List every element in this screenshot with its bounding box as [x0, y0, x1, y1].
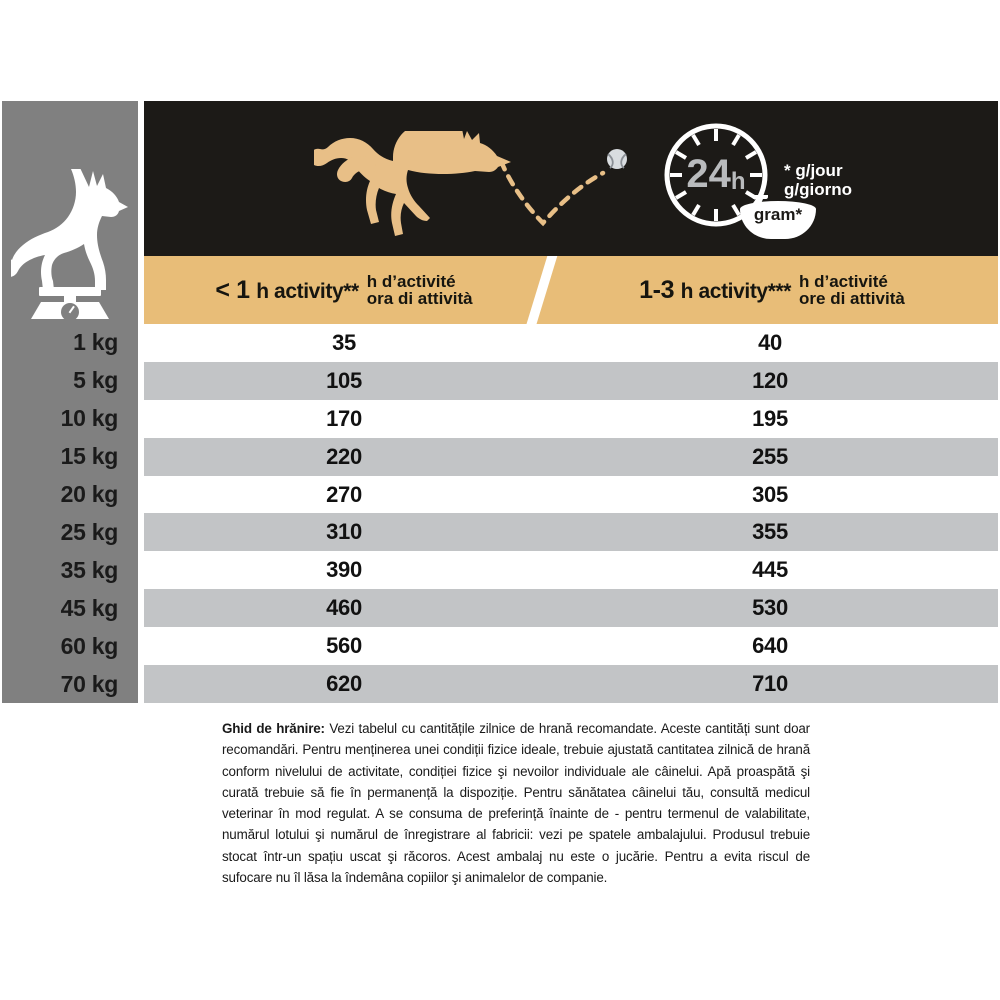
ration-cell-high: 355 [752, 519, 788, 545]
table-row: 105 120 [144, 361, 998, 400]
table-row: 270 305 [144, 475, 998, 514]
weight-label: 10 kg [60, 404, 119, 431]
gram-units-line1: * g/jour [784, 161, 843, 180]
ration-cell-high: 445 [752, 557, 788, 583]
clock-24h-bowl-icon: 24h gram* [664, 123, 816, 239]
column-header-sub-it: ora di attività [366, 289, 473, 308]
table-row: 35 40 [144, 324, 998, 362]
weight-label: 45 kg [60, 594, 119, 621]
column-header-sub-it: ore di attività [799, 289, 905, 308]
bowl-gram-label: gram* [754, 205, 803, 224]
ration-cell-high: 255 [752, 443, 788, 469]
weight-label: 25 kg [60, 518, 119, 545]
column-header-high-activity: 1-3 h activity*** h d’activité ore di at… [546, 256, 998, 324]
ration-cell-low: 220 [326, 443, 362, 469]
weight-label: 35 kg [60, 556, 119, 583]
ration-cell-high: 305 [752, 481, 788, 507]
ration-cell-low: 170 [326, 405, 362, 431]
table-row: 460 530 [144, 589, 998, 628]
column-header-band: < 1 h activity** h d’activité ora di att… [144, 256, 998, 324]
weight-sidebar: 1 kg 5 kg 10 kg 15 kg 20 kg 25 kg 35 kg … [2, 101, 138, 703]
gram-units-label: * g/jour g/giorno [784, 161, 852, 199]
table-panel: 24h gram* * g/jour g/giorno < 1 h activi… [144, 101, 998, 703]
column-header-main-prefix: < 1 [215, 275, 250, 304]
table-row: 390 445 [144, 551, 998, 590]
ration-cell-low: 105 [326, 367, 362, 393]
table-row: 170 195 [144, 399, 998, 438]
ration-cell-low: 270 [326, 481, 362, 507]
footnote-body: Aceste cantități sunt doar recomandări. … [222, 721, 810, 886]
column-header-sub: h d’activité ore di attività [799, 271, 905, 308]
table-row: 220 255 [144, 437, 998, 476]
ration-cell-high: 40 [758, 329, 782, 355]
ration-cell-low: 35 [332, 329, 356, 355]
ration-cell-high: 710 [752, 670, 788, 696]
ration-cell-low: 620 [326, 670, 362, 696]
ration-cell-high: 195 [752, 405, 788, 431]
clock-hours-label: 24h [686, 152, 745, 196]
gram-units-line2: g/giorno [784, 180, 852, 200]
footnote-lead-bold: Ghid de hrănire: [222, 721, 325, 736]
ration-cell-high: 120 [752, 367, 788, 393]
weight-label: 20 kg [60, 480, 119, 507]
ball-bounce-trajectory-icon [498, 149, 627, 227]
activity-banner: 24h gram* * g/jour g/giorno [144, 101, 998, 256]
ration-cell-low: 560 [326, 633, 362, 659]
weight-label: 15 kg [60, 442, 119, 469]
ration-cell-low: 460 [326, 595, 362, 621]
table-row: 560 640 [144, 627, 998, 666]
column-header-sub-fr: h d’activité [366, 271, 456, 291]
column-header-main-rest: h activity*** [680, 279, 792, 303]
ration-cell-low: 310 [326, 519, 362, 545]
ration-cell-high: 640 [752, 633, 788, 659]
table-row: 620 710 [144, 665, 998, 703]
column-header-main-rest: h activity** [256, 279, 359, 303]
column-header-low-activity: < 1 h activity** h d’activité ora di att… [144, 256, 544, 324]
column-header-sub: h d’activité ora di attività [366, 271, 473, 308]
footnote-lead-rest: Vezi tabelul cu cantitățile zilnice de h… [324, 721, 657, 736]
feeding-guide-footnote: Ghid de hrănire: Vezi tabelul cu cantită… [222, 718, 810, 888]
table-row: 310 355 [144, 513, 998, 552]
ration-cell-high: 530 [752, 595, 788, 621]
column-header-main-prefix: 1-3 [639, 275, 675, 304]
ration-table: 35 40 105 120 170 195 220 255 270 305 310 355 … [144, 324, 998, 703]
weight-label: 60 kg [60, 632, 119, 659]
column-header-sub-fr: h d’activité [799, 271, 888, 291]
column-header-main: 1-3 h activity*** [639, 276, 791, 305]
tennis-ball-icon [607, 149, 627, 169]
food-bowl-icon: gram* [740, 195, 816, 239]
weight-label: 5 kg [73, 366, 118, 393]
weight-label-list: 1 kg 5 kg 10 kg 15 kg 20 kg 25 kg 35 kg … [2, 323, 138, 703]
column-header-main: < 1 h activity** [215, 275, 359, 305]
weight-label: 1 kg [73, 328, 118, 355]
weight-label: 70 kg [60, 670, 119, 697]
running-dog-icon [314, 131, 511, 236]
ration-cell-low: 390 [326, 557, 362, 583]
dog-on-scale-icon [2, 101, 138, 323]
